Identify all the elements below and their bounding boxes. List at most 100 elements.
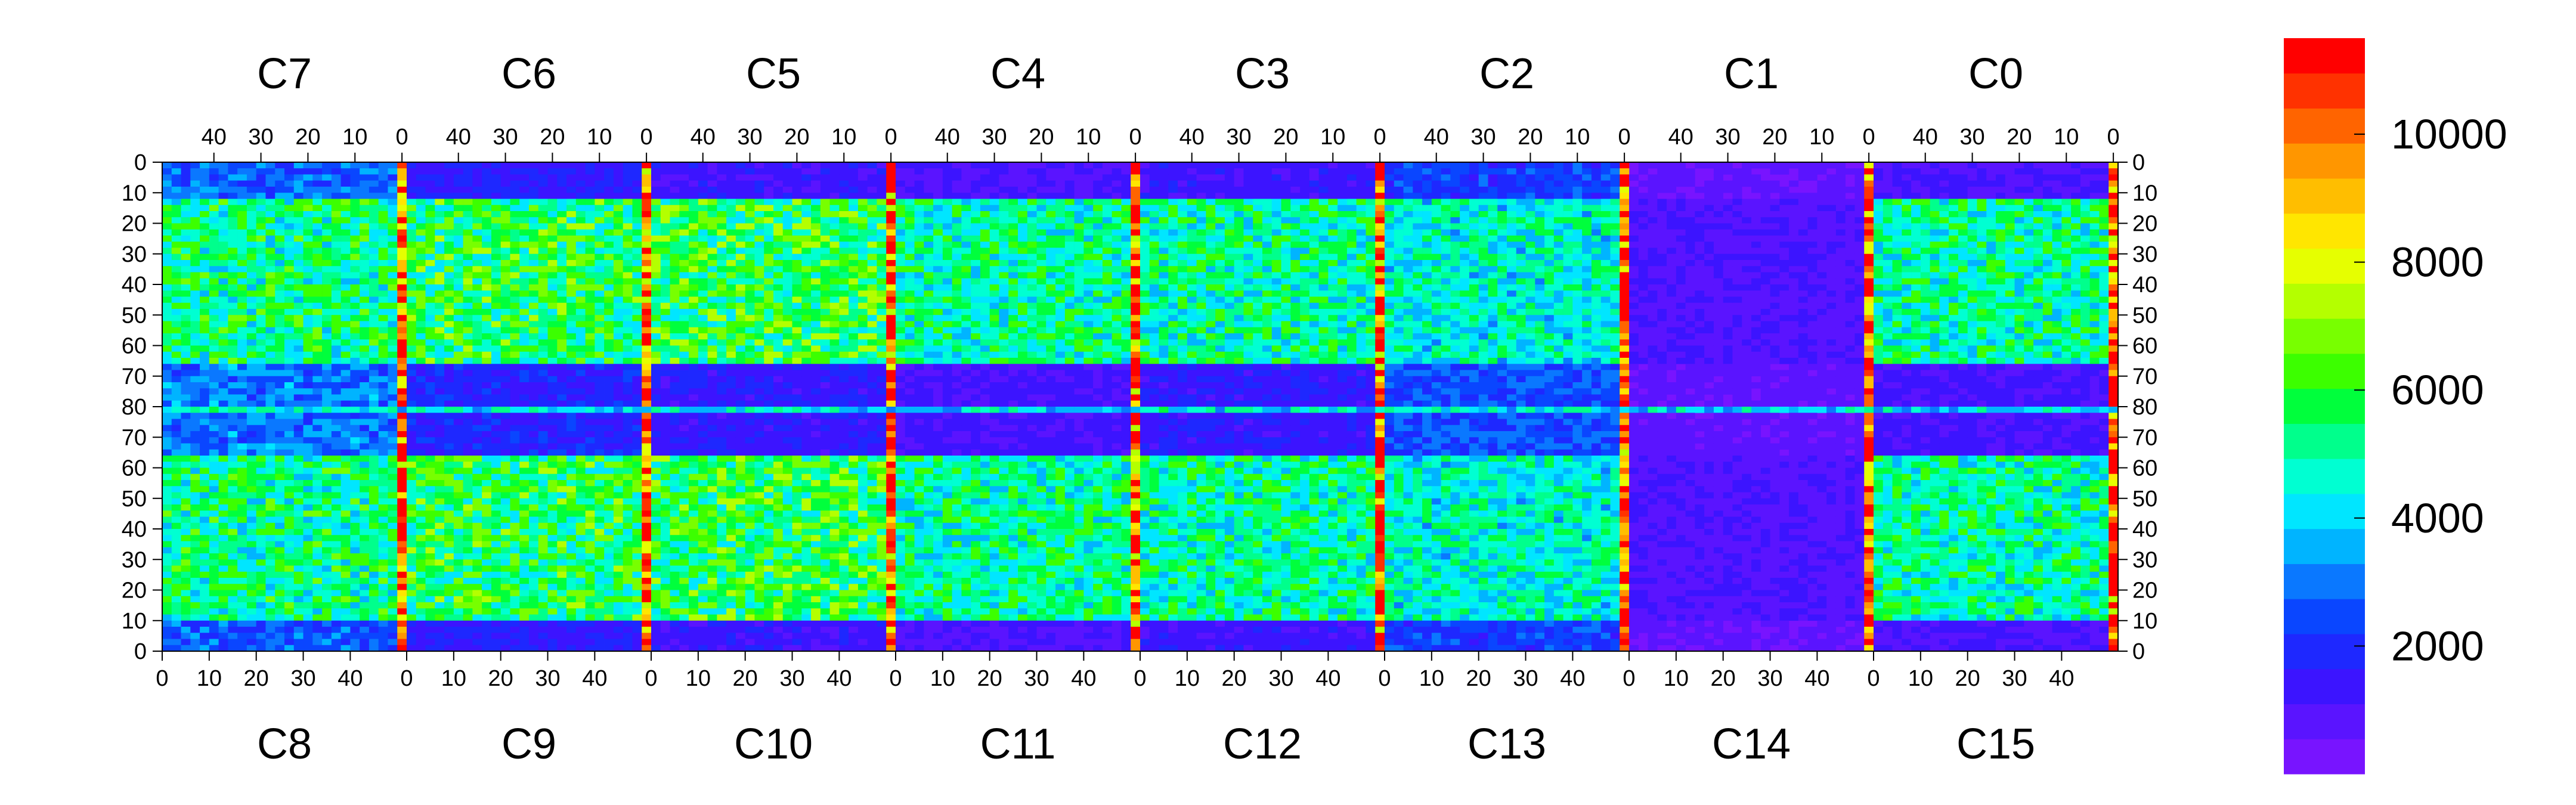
heatmap-cell	[726, 211, 736, 218]
heatmap-cell	[331, 217, 341, 224]
heatmap-cell	[303, 211, 313, 218]
heatmap-cell	[322, 541, 332, 548]
heatmap-cell	[340, 370, 351, 377]
heatmap-cell	[369, 309, 379, 315]
heatmap-cell	[651, 382, 661, 389]
heatmap-cell	[293, 321, 304, 328]
heatmap-cell	[679, 614, 689, 621]
heatmap-cell	[265, 413, 275, 419]
heatmap-cell	[293, 473, 304, 481]
heatmap-cell	[190, 473, 200, 481]
heatmap-cell	[350, 596, 360, 603]
heatmap-cell	[181, 242, 191, 248]
heatmap-cell	[284, 462, 295, 468]
heatmap-cell	[331, 211, 341, 218]
heatmap-cell	[670, 193, 680, 199]
heatmap-cell	[256, 535, 266, 541]
heatmap-cell	[293, 639, 304, 646]
heatmap-cell	[510, 529, 520, 535]
heatmap-cell	[190, 253, 200, 261]
heatmap-cell	[651, 584, 661, 590]
heatmap-cell	[651, 456, 661, 462]
heatmap-cell	[444, 174, 454, 181]
heatmap-cell	[670, 217, 680, 224]
heatmap-cell	[670, 492, 680, 499]
heatmap-cell	[670, 358, 680, 364]
heatmap-cell	[397, 223, 407, 230]
heatmap-cell	[482, 480, 492, 487]
heatmap-cell	[303, 253, 313, 261]
heatmap-cell	[209, 413, 219, 419]
heatmap-cell	[538, 217, 548, 224]
heatmap-cell	[162, 620, 172, 627]
heatmap-cell	[407, 614, 417, 621]
heatmap-cell	[642, 333, 652, 340]
heatmap-cell	[407, 400, 417, 407]
heatmap-cell	[689, 168, 699, 175]
heatmap-cell	[209, 425, 219, 432]
heatmap-cell	[162, 565, 172, 572]
heatmap-cell	[237, 266, 247, 273]
heatmap-cell	[369, 180, 379, 187]
heatmap-cell	[340, 247, 351, 255]
heatmap-cell	[735, 645, 745, 652]
heatmap-cell	[623, 456, 633, 462]
heatmap-cell	[660, 486, 670, 493]
heatmap-cell	[397, 309, 407, 315]
heatmap-cell	[200, 174, 210, 181]
heatmap-cell	[642, 296, 652, 304]
heatmap-cell	[209, 266, 219, 273]
heatmap-cell	[510, 284, 520, 291]
heatmap-cell	[595, 370, 605, 377]
heatmap-cell	[162, 413, 172, 419]
heatmap-cell	[218, 473, 228, 481]
heatmap-cell	[745, 278, 755, 285]
heatmap-cell	[162, 407, 172, 413]
heatmap-cell	[491, 187, 501, 193]
heatmap-cell	[190, 211, 200, 218]
heatmap-cell	[293, 260, 304, 267]
heatmap-cell	[519, 522, 530, 530]
heatmap-cell	[717, 431, 727, 438]
heatmap-cell	[416, 492, 426, 499]
heatmap-cell	[575, 358, 586, 364]
heatmap-cell	[689, 510, 699, 517]
heatmap-cell	[397, 529, 407, 535]
heatmap-cell	[209, 193, 219, 199]
heatmap-cell	[585, 547, 595, 554]
heatmap-cell	[312, 290, 323, 297]
heatmap-cell	[275, 541, 285, 548]
heatmap-cell	[717, 571, 727, 578]
heatmap-cell	[726, 486, 736, 493]
heatmap-cell	[246, 260, 256, 267]
heatmap-cell	[519, 547, 530, 554]
heatmap-cell	[444, 394, 454, 401]
heatmap-cell	[340, 358, 351, 364]
heatmap-cell	[745, 302, 755, 309]
heatmap-cell	[284, 388, 295, 395]
heatmap-cell	[162, 229, 172, 236]
heatmap-cell	[200, 645, 210, 652]
heatmap-cell	[228, 614, 238, 621]
heatmap-cell	[698, 498, 708, 505]
heatmap-cell	[510, 180, 520, 187]
heatmap-cell	[698, 407, 708, 413]
heatmap-cell	[350, 174, 360, 181]
heatmap-cell	[595, 407, 605, 413]
heatmap-cell	[726, 193, 736, 199]
heatmap-cell	[726, 645, 736, 652]
heatmap-cell	[303, 400, 313, 407]
heatmap-cell	[689, 162, 699, 169]
heatmap-cell	[717, 456, 727, 462]
heatmap-cell	[547, 529, 558, 535]
heatmap-cell	[463, 443, 473, 450]
heatmap-cell	[369, 602, 379, 609]
heatmap-cell	[679, 571, 689, 578]
heatmap-cell	[388, 345, 398, 352]
heatmap-cell	[162, 443, 172, 450]
heatmap-cell	[171, 278, 181, 285]
heatmap-cell	[218, 187, 228, 193]
heatmap-cell	[200, 596, 210, 603]
heatmap-cell	[378, 535, 388, 541]
heatmap-cell	[256, 236, 266, 242]
